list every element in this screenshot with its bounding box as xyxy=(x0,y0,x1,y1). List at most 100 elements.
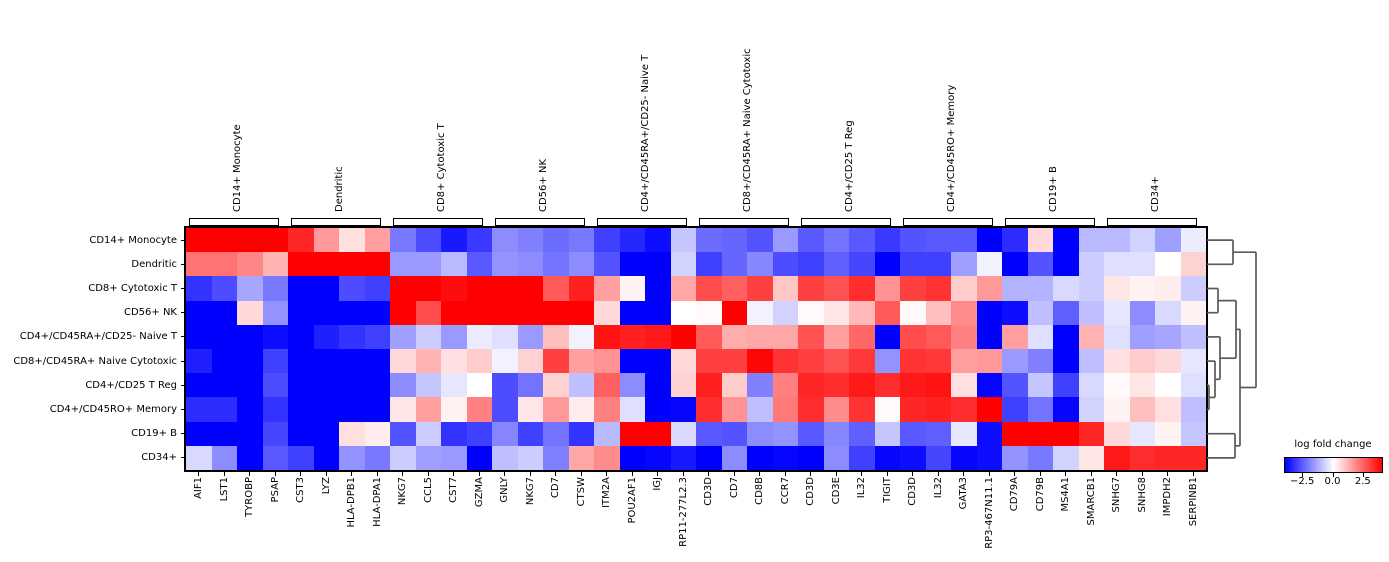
heatmap-cell xyxy=(568,276,594,301)
heatmap-cell xyxy=(1078,349,1104,374)
heatmap-cell xyxy=(1078,397,1104,422)
heatmap-cell xyxy=(441,252,467,277)
heatmap-cell xyxy=(619,373,645,398)
row-tick xyxy=(181,336,186,338)
colorbar-tick-label: −2.5 xyxy=(1290,476,1315,487)
heatmap-cell xyxy=(798,349,824,374)
heatmap-cell xyxy=(1180,324,1206,349)
heatmap-cell xyxy=(696,397,722,422)
gene-label-text: NKG7 xyxy=(397,477,409,506)
column-tick xyxy=(376,472,378,476)
row-tick xyxy=(181,457,186,459)
column-tick xyxy=(300,472,302,476)
heatmap-cell xyxy=(874,397,900,422)
heatmap-cell xyxy=(415,445,441,470)
column-tick xyxy=(453,472,455,476)
heatmap-cell xyxy=(390,228,416,253)
heatmap-cell xyxy=(619,228,645,253)
row-label: CD19+ B xyxy=(131,428,177,440)
heatmap-cell xyxy=(1002,397,1028,422)
group-bracket xyxy=(1107,218,1197,226)
heatmap-cell xyxy=(211,349,237,374)
heatmap-cell xyxy=(747,349,773,374)
group-bracket xyxy=(291,218,381,226)
heatmap-cell xyxy=(1129,445,1155,470)
heatmap-cell xyxy=(721,421,747,446)
heatmap-cell xyxy=(466,300,492,325)
group-bracket xyxy=(903,218,993,226)
column-tick xyxy=(1116,472,1118,476)
heatmap-cell xyxy=(1002,300,1028,325)
gene-label-text: LYZ xyxy=(320,477,332,495)
heatmap-cell xyxy=(186,373,212,398)
heatmap-cell xyxy=(262,373,288,398)
row-label: CD8+ Cytotoxic T xyxy=(88,283,177,294)
heatmap-cell xyxy=(670,228,696,253)
group-label-text: CD8+/CD45RA+ Naive Cytotoxic xyxy=(741,48,753,212)
heatmap-cell xyxy=(1027,421,1053,446)
heatmap-cell xyxy=(951,445,977,470)
heatmap-cell xyxy=(568,324,594,349)
heatmap-cell xyxy=(211,397,237,422)
heatmap-cell xyxy=(1078,228,1104,253)
heatmap-cell xyxy=(645,252,671,277)
heatmap-cell xyxy=(670,421,696,446)
heatmap-cell xyxy=(645,445,671,470)
heatmap-cell xyxy=(772,349,798,374)
gene-label-text: CCL5 xyxy=(422,477,434,503)
heatmap-cell xyxy=(441,300,467,325)
gene-label-text: RP3-467N11.1 xyxy=(983,477,995,549)
column-tick xyxy=(402,472,404,476)
heatmap-cell xyxy=(492,397,518,422)
heatmap-cell xyxy=(1104,276,1130,301)
heatmap-cell xyxy=(823,228,849,253)
heatmap-cell xyxy=(364,445,390,470)
heatmap-cell xyxy=(441,397,467,422)
heatmap-cell xyxy=(1129,421,1155,446)
heatmap-cell xyxy=(1180,373,1206,398)
group-label-text: CD4+/CD25 T Reg xyxy=(843,120,855,212)
heatmap-cell xyxy=(645,373,671,398)
heatmap-cell xyxy=(543,228,569,253)
heatmap-cell xyxy=(951,349,977,374)
heatmap-cell xyxy=(262,252,288,277)
heatmap-cell xyxy=(900,445,926,470)
heatmap-cell xyxy=(645,397,671,422)
heatmap-cell xyxy=(288,349,314,374)
heatmap-cell xyxy=(1027,373,1053,398)
heatmap-cell xyxy=(288,300,314,325)
heatmap-cell xyxy=(1053,228,1079,253)
heatmap-cell xyxy=(543,252,569,277)
heatmap-cell xyxy=(517,445,543,470)
heatmap-cell xyxy=(262,397,288,422)
heatmap-cell xyxy=(237,228,263,253)
heatmap-cell xyxy=(517,349,543,374)
heatmap-cell xyxy=(798,373,824,398)
heatmap-cell xyxy=(1027,349,1053,374)
heatmap-cell xyxy=(466,397,492,422)
heatmap-cell xyxy=(900,397,926,422)
colorbar-title: log fold change xyxy=(1294,439,1372,450)
heatmap-cell xyxy=(849,276,875,301)
heatmap-cell xyxy=(1078,324,1104,349)
column-tick xyxy=(223,472,225,476)
heatmap-cell xyxy=(517,228,543,253)
heatmap-cell xyxy=(262,300,288,325)
gene-label-text: CST7 xyxy=(448,477,460,503)
row-label: CD14+ Monocyte xyxy=(89,234,177,246)
heatmap-cell xyxy=(925,252,951,277)
heatmap-cell xyxy=(339,324,365,349)
column-tick xyxy=(708,472,710,476)
heatmap-cell xyxy=(466,349,492,374)
heatmap-cell xyxy=(339,300,365,325)
gene-label-text: CCR7 xyxy=(779,477,791,505)
gene-label-text: CD8B xyxy=(754,477,766,505)
heatmap-cell xyxy=(925,228,951,253)
heatmap-cell xyxy=(237,276,263,301)
column-tick xyxy=(912,472,914,476)
heatmap-cell xyxy=(492,373,518,398)
heatmap-cell xyxy=(517,421,543,446)
heatmap-cell xyxy=(925,349,951,374)
heatmap-cell xyxy=(568,373,594,398)
heatmap-cell xyxy=(594,300,620,325)
